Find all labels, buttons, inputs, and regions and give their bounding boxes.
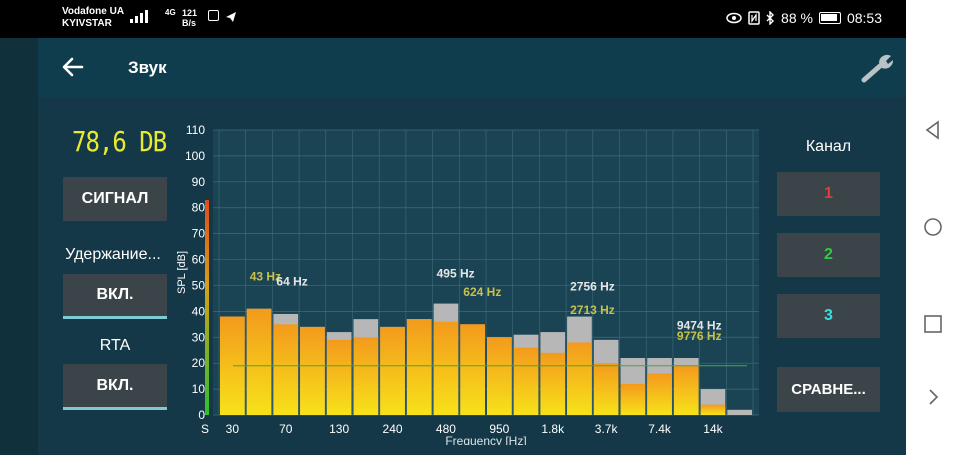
- peak-annotation: 2713 Hz: [570, 303, 615, 317]
- peak-bar: [727, 409, 752, 415]
- spectrum-bar: [433, 321, 459, 415]
- speed-unit: B/s: [182, 18, 197, 28]
- message-icon: [208, 10, 219, 21]
- clock: 08:53: [846, 10, 882, 26]
- wrench-icon[interactable]: [860, 52, 896, 84]
- peak-annotation: 9776 Hz: [677, 329, 722, 343]
- level-readout: 78,6 DB: [72, 125, 167, 159]
- spectrum-bar: [540, 352, 566, 415]
- hold-label: Удержание...: [65, 246, 161, 263]
- chevron-right-icon[interactable]: [923, 387, 943, 407]
- spectrum-bar: [673, 365, 699, 415]
- recents-square-icon[interactable]: [923, 314, 943, 334]
- home-circle-icon[interactable]: [923, 217, 943, 237]
- y-tick-label: 60: [192, 253, 206, 267]
- page-title: Звук: [128, 58, 167, 77]
- y-tick-label: 20: [192, 356, 206, 370]
- carrier-1: Vodafone UA: [62, 6, 125, 17]
- y-tick-label: 80: [192, 201, 206, 215]
- peak-annotation: 43 Hz: [250, 269, 281, 283]
- spectrum-bar: [567, 342, 592, 415]
- spectrum-bar: [300, 326, 325, 415]
- peak-annotation: 9474 Hz: [677, 319, 722, 333]
- spectrum-bar: [273, 324, 299, 415]
- level-meter-bar: [205, 199, 209, 415]
- y-tick-label: 90: [192, 175, 206, 189]
- peak-annotation: 64 Hz: [276, 274, 307, 288]
- android-nav-bar: [906, 0, 960, 455]
- spectrum-bar: [700, 404, 726, 415]
- y-tick-label: 100: [185, 149, 205, 163]
- status-right: 88 % 08:53: [726, 10, 882, 26]
- spectrum-bar: [593, 363, 619, 415]
- y-tick-label: 0: [198, 408, 205, 422]
- y-tick-label: 50: [192, 278, 206, 292]
- app-bar: Звук: [38, 38, 906, 98]
- spectrum-bar: [326, 339, 352, 415]
- rta-label: RTA: [99, 337, 131, 354]
- x-tick-label: 130: [329, 422, 349, 436]
- battery-icon: [818, 12, 841, 24]
- channel-3-button[interactable]: 3: [777, 294, 880, 338]
- rta-toggle-button[interactable]: ВКЛ.: [63, 364, 167, 410]
- speed-value: 121: [182, 8, 198, 18]
- channel-1-button[interactable]: 1: [777, 172, 880, 216]
- arrow-left-icon[interactable]: [60, 54, 86, 80]
- spectrum-bar: [620, 383, 646, 415]
- spectrum-bar: [246, 308, 272, 415]
- spectrum-bar: [647, 373, 672, 415]
- spectrum-bar: [487, 337, 512, 415]
- peak-annotation: 624 Hz: [463, 285, 501, 299]
- phone-screen: Vodafone UA KYIVSTAR 4G 121 B/s 88 % 08:…: [0, 0, 906, 455]
- peak-annotation: 495 Hz: [437, 267, 475, 281]
- signal-button[interactable]: СИГНАЛ: [63, 177, 167, 221]
- x-tick-label: 1.8k: [541, 422, 565, 436]
- compare-button[interactable]: СРАВНЕ...: [777, 367, 880, 412]
- x-tick-label: 14k: [703, 422, 723, 436]
- y-axis-label: SPL [dB]: [176, 251, 188, 294]
- signal-icon: [130, 10, 148, 23]
- back-triangle-icon[interactable]: [923, 120, 943, 140]
- x-tick-label: 240: [383, 422, 403, 436]
- y-tick-label: 70: [192, 227, 206, 241]
- x-tick-label: S: [201, 422, 209, 436]
- spectrum-bar: [353, 337, 379, 415]
- carrier-2: KYIVSTAR: [62, 18, 112, 29]
- channel-label: Канал: [805, 138, 852, 155]
- network-type: 4G: [165, 8, 176, 17]
- x-tick-label: 70: [279, 422, 293, 436]
- x-tick-label: 7.4k: [648, 422, 672, 436]
- y-tick-label: 10: [192, 382, 206, 396]
- notification-icons: [208, 10, 236, 22]
- carrier-names: Vodafone UA KYIVSTAR: [62, 6, 124, 30]
- telegram-icon: [225, 10, 236, 22]
- x-axis-label: Frequency [Hz]: [445, 434, 526, 445]
- channel-2-button[interactable]: 2: [777, 233, 880, 277]
- battery-percent: 88 %: [781, 10, 813, 26]
- x-tick-label: 950: [489, 422, 509, 436]
- bluetooth-icon: [766, 11, 775, 25]
- y-tick-label: 40: [192, 304, 206, 318]
- peak-annotation: 2756 Hz: [570, 280, 615, 294]
- x-tick-label: 3.7k: [595, 422, 619, 436]
- status-bar: Vodafone UA KYIVSTAR 4G 121 B/s 88 % 08:…: [0, 0, 906, 38]
- hold-toggle-button[interactable]: ВКЛ.: [63, 274, 167, 319]
- y-tick-label: 30: [192, 330, 206, 344]
- eye-icon: [726, 12, 742, 24]
- spectrum-bar: [380, 326, 405, 415]
- spectrum-bar: [406, 319, 432, 415]
- network-speed: 121 B/s: [182, 8, 197, 28]
- y-tick-label: 110: [186, 123, 205, 137]
- spectrum-bar: [513, 347, 539, 415]
- nfc-icon: [748, 11, 760, 25]
- x-tick-label: 30: [226, 422, 240, 436]
- spectrum-bar: [460, 324, 485, 415]
- x-tick-label: 480: [436, 422, 456, 436]
